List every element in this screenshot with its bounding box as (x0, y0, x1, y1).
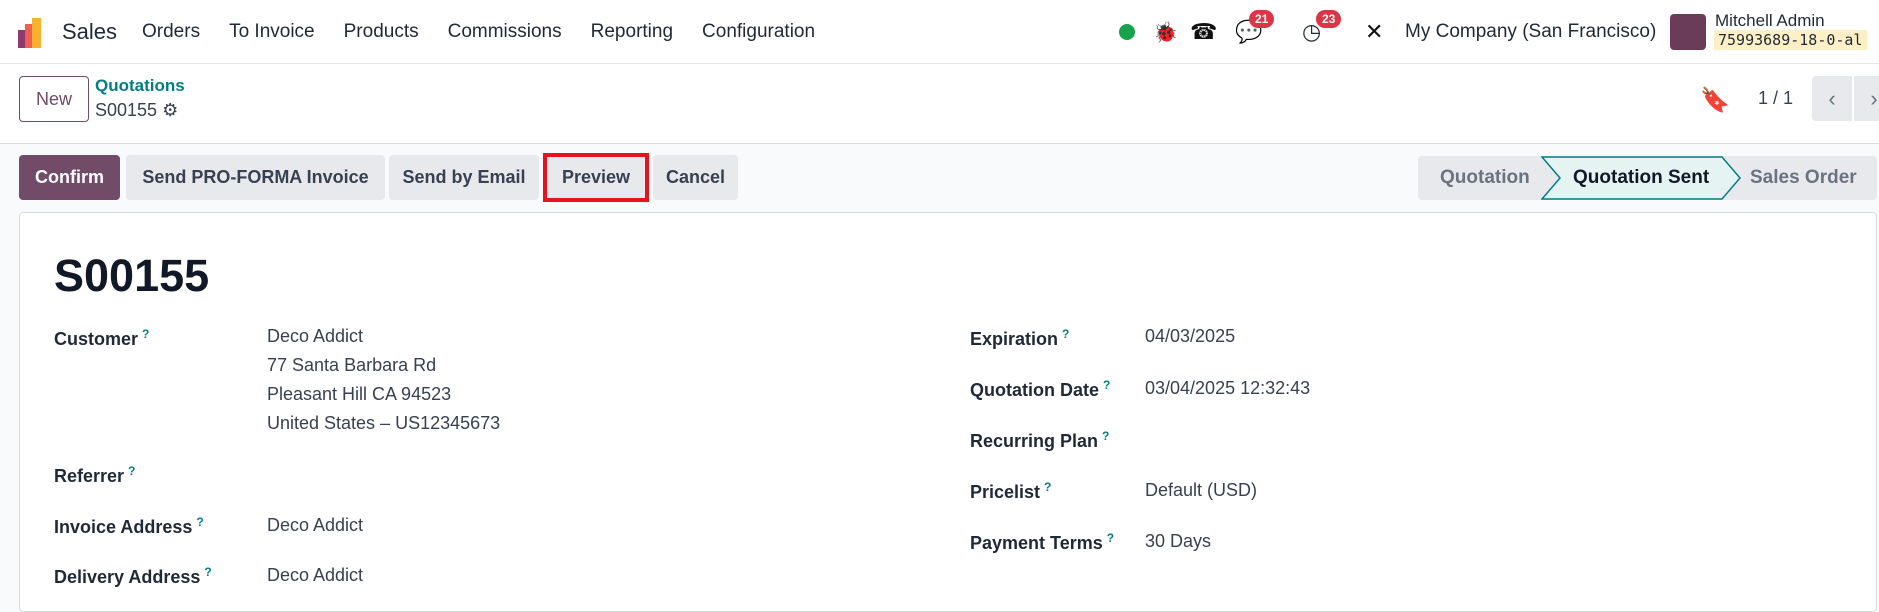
help-icon[interactable]: ? (1044, 480, 1052, 494)
activity-count-badge: 23 (1316, 10, 1342, 28)
expiration-label: Expiration? (970, 327, 1070, 349)
phone-icon[interactable]: ☎ (1190, 19, 1218, 44)
status-sales-order[interactable]: Sales Order (1750, 167, 1857, 188)
status-current-arrow (1541, 156, 1741, 200)
send-by-email-button[interactable]: Send by Email (389, 155, 539, 200)
preview-button[interactable]: Preview (543, 153, 649, 202)
customer-value[interactable]: Deco Addict 77 Santa Barbara Rd Pleasant… (267, 322, 500, 438)
invoice-address-label: Invoice Address? (54, 515, 204, 537)
pager-prev-button[interactable]: ‹ (1812, 76, 1852, 121)
chat-count-badge: 21 (1249, 10, 1275, 28)
pager-next-button[interactable]: › (1854, 76, 1879, 121)
payment-terms-label: Payment Terms? (970, 531, 1115, 553)
company-switcher[interactable]: My Company (San Francisco) (1405, 21, 1657, 42)
pricelist-value[interactable]: Default (USD) (1145, 480, 1258, 500)
help-icon[interactable]: ? (142, 327, 150, 341)
status-quotation-sent[interactable]: Quotation Sent (1573, 167, 1710, 188)
pricelist-label: Pricelist? (970, 480, 1052, 502)
database-badge: 75993689-18-0-al (1714, 30, 1867, 50)
help-icon[interactable]: ? (204, 565, 212, 579)
help-icon[interactable]: ? (1106, 531, 1115, 545)
quotation-date-label: Quotation Date? (970, 378, 1111, 400)
clock-icon: ◷ 23 (1302, 10, 1342, 45)
customer-label: Customer? (54, 327, 150, 349)
expiration-value[interactable]: 04/03/2025 (1145, 326, 1236, 346)
send-proforma-button[interactable]: Send PRO-FORMA Invoice (126, 155, 385, 200)
referrer-label: Referrer? (54, 464, 136, 486)
top-navbar: Sales Orders To Invoice Products Commiss… (0, 0, 1879, 64)
help-icon[interactable]: ? (196, 515, 204, 529)
pager-value[interactable]: 1 / 1 (1758, 88, 1794, 108)
record-id: S00155 (95, 100, 158, 120)
presence-status-icon[interactable] (1119, 0, 1135, 64)
customer-country-vat: United States – US12345673 (267, 413, 501, 433)
control-panel: New Quotations S00155 ⚙ 🔖 1 / 1 ‹ › (0, 64, 1879, 144)
menu-commissions[interactable]: Commissions (447, 21, 562, 42)
help-icon[interactable]: ? (1103, 378, 1111, 392)
tools-icon[interactable]: ✕ (1365, 19, 1384, 44)
menu-to-invoice[interactable]: To Invoice (229, 21, 315, 42)
breadcrumb-quotations[interactable]: Quotations (95, 76, 185, 95)
help-icon[interactable]: ? (128, 464, 136, 478)
status-quotation[interactable]: Quotation (1440, 167, 1530, 188)
user-name[interactable]: Mitchell Admin (1715, 11, 1825, 30)
chat-icon: 💬 21 (1235, 10, 1275, 45)
menu-products[interactable]: Products (343, 21, 419, 42)
menu-orders[interactable]: Orders (142, 21, 201, 42)
customer-street: 77 Santa Barbara Rd (267, 355, 437, 375)
menu-reporting[interactable]: Reporting (590, 21, 674, 42)
form-sheet (19, 212, 1877, 612)
messages-button[interactable]: 💬 21 (1235, 0, 1275, 64)
record-name: S00155 ⚙ (95, 100, 178, 121)
avatar[interactable] (1670, 14, 1706, 50)
gear-icon[interactable]: ⚙ (162, 100, 179, 120)
confirm-button[interactable]: Confirm (19, 155, 120, 200)
customer-name[interactable]: Deco Addict (267, 326, 364, 346)
status-bar: Quotation Quotation Sent Sales Order (1418, 156, 1877, 200)
activities-button[interactable]: ◷ 23 (1302, 0, 1342, 64)
quotation-date-value[interactable]: 03/04/2025 12:32:43 (1145, 378, 1311, 398)
sales-app-logo[interactable] (18, 18, 48, 48)
payment-terms-value[interactable]: 30 Days (1145, 531, 1212, 551)
help-icon[interactable]: ? (1062, 327, 1070, 341)
new-button[interactable]: New (19, 76, 89, 122)
recurring-plan-label: Recurring Plan? (970, 429, 1110, 451)
cancel-button[interactable]: Cancel (653, 155, 738, 200)
customer-city: Pleasant Hill CA 94523 (267, 384, 452, 404)
bookmark-icon[interactable]: 🔖 (1700, 87, 1730, 114)
debug-bug-icon[interactable]: 🐞 (1153, 21, 1178, 44)
help-icon[interactable]: ? (1102, 429, 1110, 443)
order-title: S00155 (54, 250, 210, 301)
delivery-address-label: Delivery Address? (54, 565, 212, 587)
app-name[interactable]: Sales (62, 19, 118, 44)
delivery-address-value[interactable]: Deco Addict (267, 565, 364, 585)
menu-configuration[interactable]: Configuration (702, 21, 816, 42)
main-menu: Orders To Invoice Products Commissions R… (142, 21, 815, 43)
invoice-address-value[interactable]: Deco Addict (267, 515, 364, 535)
